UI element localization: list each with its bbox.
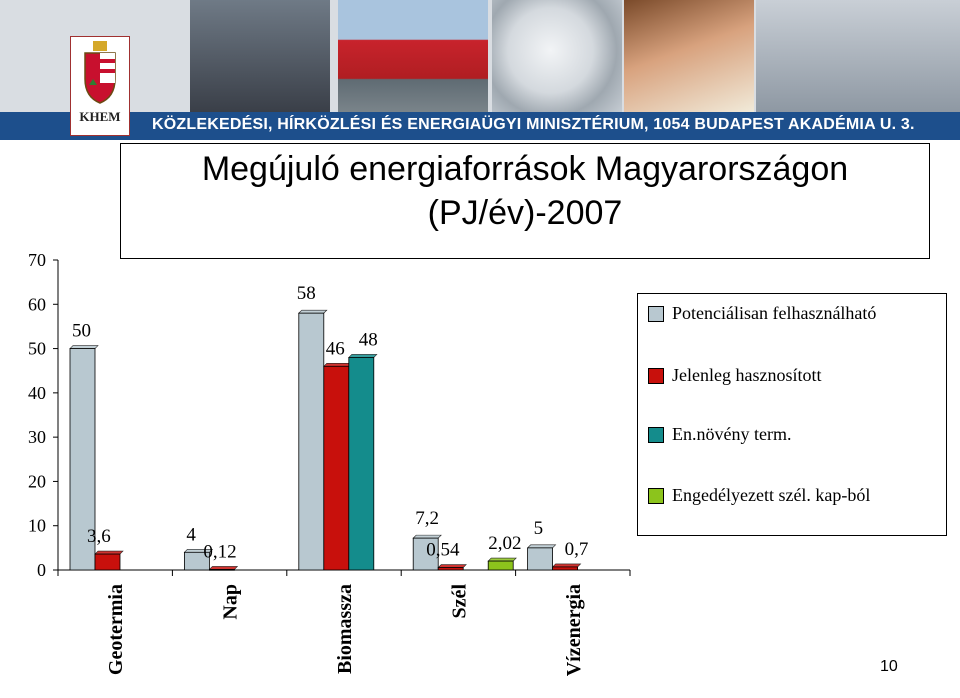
ministry-strip <box>0 112 960 140</box>
logo-text: KHEM <box>79 109 121 124</box>
legend-label-current: Jelenleg hasznosított <box>672 365 822 385</box>
data-label: 0,54 <box>426 540 460 561</box>
bar-top <box>298 309 328 314</box>
legend-swatch-wind-permit <box>648 488 664 504</box>
bar <box>69 348 96 571</box>
bar <box>348 357 375 571</box>
bar-top <box>208 566 239 570</box>
ministry-address: KÖZLEKEDÉSI, HÍRKÖZLÉSI ÉS ENERGIAÜGYI M… <box>152 116 915 133</box>
legend-swatch-current <box>648 368 664 384</box>
data-label: 0,12 <box>203 541 236 562</box>
bar <box>412 537 439 571</box>
y-tick-label: 60 <box>28 294 46 314</box>
bar <box>437 567 464 571</box>
x-category-label: Vízenergia <box>563 584 585 676</box>
legend-label-energy-crop: En.növény term. <box>672 424 792 444</box>
y-tick-label: 30 <box>28 427 46 447</box>
y-tick-label: 0 <box>37 560 46 580</box>
bar <box>94 553 121 571</box>
legend-label-potential: Potenciálisan felhasználható <box>672 303 877 323</box>
bar <box>487 560 514 571</box>
bar-top <box>323 362 353 367</box>
bar-top <box>412 534 442 539</box>
page-number: 10 <box>880 658 898 675</box>
x-category-label: Biomassza <box>334 584 356 674</box>
x-category-label: Szél <box>448 584 470 619</box>
bar-top <box>526 544 557 549</box>
chart-bars <box>69 309 582 571</box>
banner-photo-woman-phone <box>624 0 754 112</box>
banner-photo-satellite-dish <box>492 0 622 112</box>
chart-data-labels: 50 3,6 4 0,12 58 46 48 7,2 0,54 2,02 5 0,7 <box>72 283 588 562</box>
data-label: 46 <box>326 338 345 359</box>
header-banner: KÖZLEKEDÉSI, HÍRKÖZLÉSI ÉS ENERGIAÜGYI M… <box>0 0 960 140</box>
data-label: 4 <box>186 524 196 545</box>
chart-subtitle: (PJ/év)-2007 <box>427 194 623 232</box>
bar-top <box>94 550 124 555</box>
bar <box>323 365 350 571</box>
legend-swatch-potential <box>648 306 664 322</box>
y-tick-label: 40 <box>28 383 46 403</box>
data-label: 2,02 <box>488 533 521 554</box>
data-label: 3,6 <box>87 526 111 547</box>
bar-top <box>551 563 582 568</box>
banner-photo-engineer <box>756 0 960 112</box>
banner-photo-train <box>338 0 488 112</box>
data-label: 5 <box>534 518 544 539</box>
y-tick-label: 10 <box>28 516 46 536</box>
chart-legend: Potenciálisan felhasználható Jelenleg ha… <box>637 293 947 536</box>
coat-of-arms-icon <box>84 41 116 104</box>
y-tick-label: 50 <box>28 339 46 359</box>
data-label: 7,2 <box>415 508 439 529</box>
khem-logo: KHEM <box>70 36 130 136</box>
bar-top <box>348 354 378 358</box>
bar <box>208 569 235 571</box>
bar <box>527 547 553 571</box>
data-label: 58 <box>297 283 316 304</box>
bar-top <box>487 557 517 562</box>
x-category-label: Nap <box>220 584 242 620</box>
chart-axes: 0 10 20 30 40 50 60 70 Geotermia Nap Biomassza Szél… <box>28 250 631 676</box>
y-tick-label: 70 <box>28 250 46 270</box>
legend-swatch-energy-crop <box>648 427 664 443</box>
banner-photo-cars <box>190 0 330 112</box>
chart-title: Megújuló energiaforrások Magyarországon <box>201 150 849 188</box>
chart-title-box: Megújuló energiaforrások Magyarországon … <box>120 143 930 259</box>
y-tick-label: 20 <box>28 471 46 491</box>
legend-label-wind-permit: Engedélyezett szél. kap-ból <box>672 485 871 505</box>
bar-top <box>69 345 99 349</box>
data-label: 50 <box>72 321 91 342</box>
data-label: 0,7 <box>565 539 589 560</box>
bar <box>552 566 578 571</box>
bar <box>298 312 325 571</box>
data-label: 48 <box>359 329 378 350</box>
x-category-label: Geotermia <box>105 584 127 675</box>
bar <box>183 551 210 571</box>
bar-top <box>437 564 467 568</box>
